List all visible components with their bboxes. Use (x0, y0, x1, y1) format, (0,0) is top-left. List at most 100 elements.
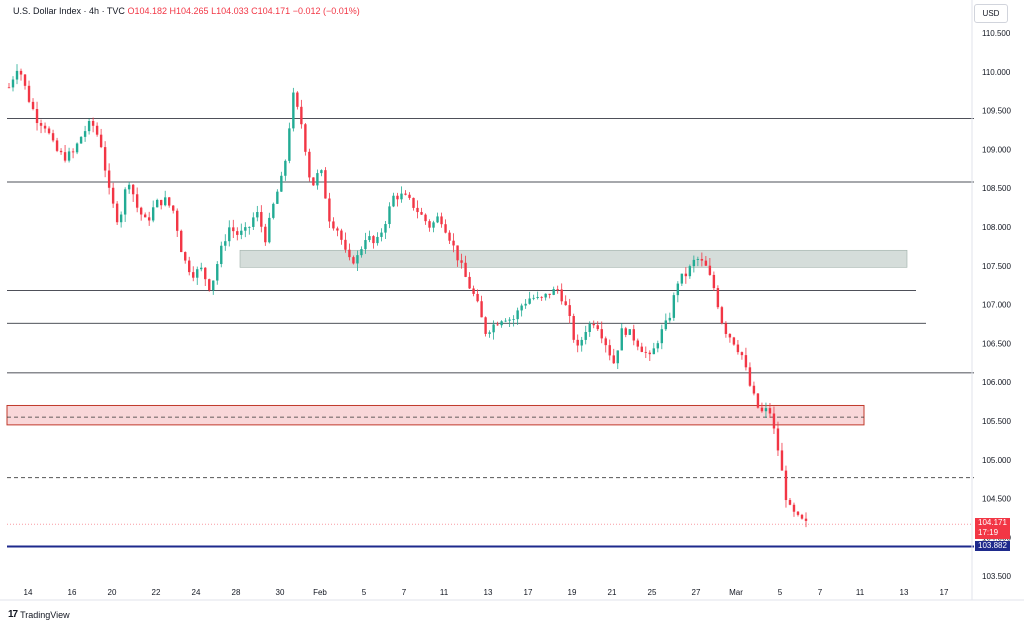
candle-body[interactable] (131, 184, 135, 195)
candle-body[interactable] (620, 328, 623, 351)
candle-body[interactable] (424, 214, 427, 222)
candle-body[interactable] (720, 307, 724, 324)
candle-body[interactable] (39, 123, 43, 126)
candle-body[interactable] (440, 216, 443, 225)
candle-body[interactable] (168, 197, 171, 206)
candle-body[interactable] (632, 329, 635, 341)
candle-body[interactable] (163, 197, 167, 206)
candle-body[interactable] (360, 249, 363, 256)
candle-body[interactable] (212, 280, 215, 291)
candle-body[interactable] (776, 428, 780, 451)
candle-body[interactable] (800, 514, 804, 519)
candle-body[interactable] (99, 134, 103, 148)
currency-button[interactable]: USD (974, 4, 1008, 23)
candle-body[interactable] (608, 345, 611, 356)
candle-body[interactable] (468, 276, 471, 289)
candle-body[interactable] (107, 170, 111, 188)
candle-body[interactable] (308, 151, 311, 178)
candle-body[interactable] (428, 221, 431, 228)
candle-body[interactable] (127, 184, 131, 190)
candle-body[interactable] (700, 258, 704, 261)
candle-body[interactable] (332, 221, 335, 229)
candle-body[interactable] (19, 70, 23, 75)
candle-body[interactable] (67, 151, 71, 161)
candle-body[interactable] (119, 214, 123, 223)
candle-body[interactable] (696, 258, 700, 260)
candle-body[interactable] (364, 240, 367, 250)
candle-body[interactable] (604, 338, 607, 346)
candle-body[interactable] (11, 79, 15, 88)
candle-body[interactable] (220, 245, 223, 265)
candle-body[interactable] (420, 212, 423, 215)
candle-body[interactable] (75, 143, 79, 153)
candle-body[interactable] (508, 319, 511, 321)
candle-body[interactable] (516, 310, 519, 320)
candle-body[interactable] (456, 245, 459, 261)
candle-body[interactable] (712, 274, 716, 289)
candle-body[interactable] (540, 296, 543, 298)
candle-body[interactable] (300, 106, 303, 125)
candle-body[interactable] (208, 279, 211, 291)
candle-body[interactable] (672, 295, 676, 318)
candle-body[interactable] (400, 193, 403, 200)
candle-body[interactable] (236, 231, 239, 235)
candle-body[interactable] (384, 224, 387, 233)
candle-body[interactable] (143, 214, 147, 218)
candle-body[interactable] (492, 324, 495, 333)
candle-body[interactable] (676, 283, 680, 296)
candle-body[interactable] (184, 252, 187, 261)
candle-body[interactable] (716, 288, 720, 308)
candle-body[interactable] (15, 70, 19, 80)
candle-body[interactable] (480, 301, 483, 318)
candle-body[interactable] (752, 385, 756, 394)
candle-body[interactable] (664, 320, 668, 330)
candle-body[interactable] (376, 236, 379, 244)
candle-body[interactable] (7, 87, 11, 89)
candle-body[interactable] (340, 230, 343, 240)
candle-body[interactable] (576, 339, 579, 346)
candle-body[interactable] (464, 262, 467, 277)
candle-body[interactable] (344, 239, 347, 250)
candle-body[interactable] (388, 206, 391, 225)
candle-body[interactable] (584, 332, 587, 340)
candle-body[interactable] (648, 352, 652, 355)
candle-body[interactable] (524, 303, 527, 306)
candle-body[interactable] (268, 217, 271, 243)
candle-body[interactable] (328, 198, 331, 222)
candle-body[interactable] (404, 193, 407, 195)
candle-body[interactable] (352, 257, 355, 264)
candle-body[interactable] (147, 217, 151, 221)
candle-body[interactable] (684, 273, 688, 277)
candle-body[interactable] (324, 170, 327, 199)
candle-body[interactable] (616, 350, 619, 364)
candle-body[interactable] (23, 74, 27, 86)
candle-body[interactable] (528, 298, 531, 304)
candle-body[interactable] (59, 150, 63, 153)
candle-body[interactable] (544, 293, 547, 298)
candle-body[interactable] (115, 203, 119, 223)
candle-body[interactable] (392, 195, 395, 207)
candle-body[interactable] (772, 413, 776, 429)
candle-body[interactable] (55, 140, 59, 151)
candle-body[interactable] (135, 194, 139, 208)
candle-body[interactable] (372, 236, 375, 244)
candle-body[interactable] (564, 301, 567, 306)
candle-body[interactable] (276, 191, 279, 204)
candle-body[interactable] (43, 125, 47, 129)
candle-body[interactable] (744, 355, 748, 368)
candle-body[interactable] (192, 272, 195, 278)
candle-body[interactable] (63, 152, 67, 161)
candle-body[interactable] (780, 450, 784, 471)
candle-body[interactable] (31, 101, 35, 110)
candle-body[interactable] (600, 329, 603, 339)
candle-body[interactable] (396, 195, 399, 200)
candle-body[interactable] (284, 160, 287, 176)
candle-body[interactable] (768, 408, 772, 414)
candle-body[interactable] (476, 293, 479, 302)
candle-body[interactable] (204, 267, 207, 280)
candle-body[interactable] (472, 288, 475, 294)
candle-body[interactable] (244, 227, 247, 231)
candle-body[interactable] (640, 346, 643, 352)
candle-body[interactable] (176, 210, 179, 231)
candle-body[interactable] (436, 216, 439, 223)
